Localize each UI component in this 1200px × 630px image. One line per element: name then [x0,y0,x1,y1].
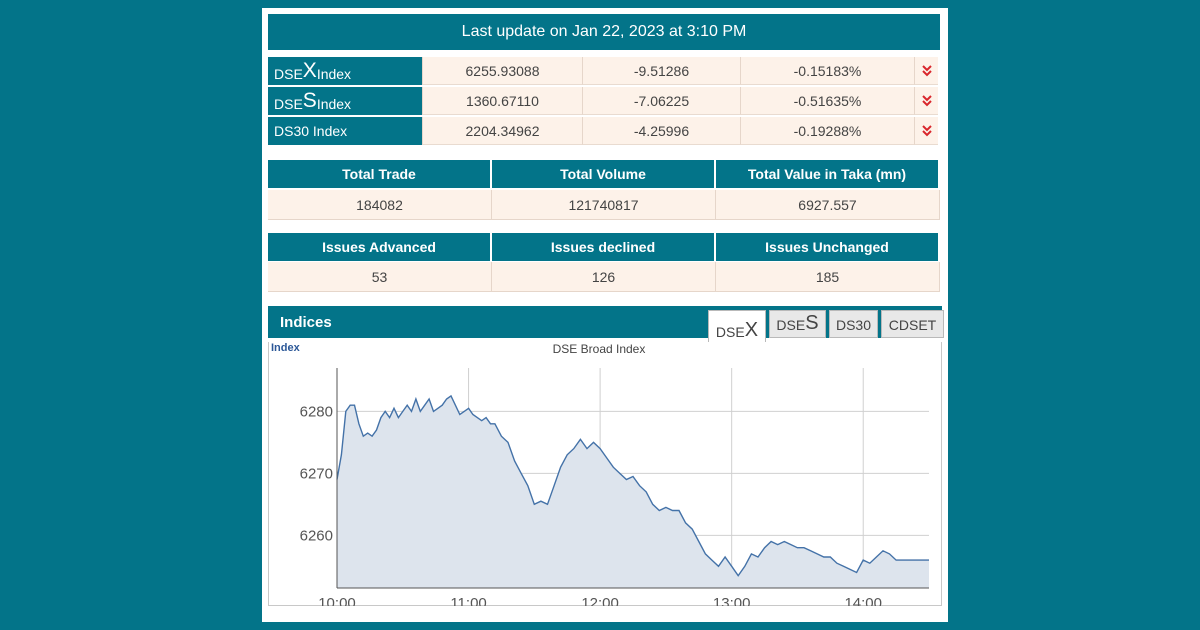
issues-stats-values: 53 126 185 [268,262,940,292]
total-volume-header: Total Volume [492,160,716,188]
index-name[interactable]: DS30 Index [268,117,422,145]
index-name[interactable]: DSE S Index [268,87,422,115]
x-tick-label: 12:00 [581,595,619,606]
series-area [337,395,929,588]
tab-dses[interactable]: DSE S [769,310,826,338]
series-line [336,394,929,577]
x-tick-label: 11:00 [450,595,486,606]
issues-advanced-header: Issues Advanced [268,233,492,261]
y-tick-label: 6280 [300,403,333,420]
indices-title: Indices [280,314,332,331]
x-tick-label: 13:00 [713,595,751,606]
issues-declined-header: Issues declined [492,233,716,261]
index-name[interactable]: DSE X Index [268,57,422,85]
index-change: -7.06225 [582,87,740,115]
index-line-chart: 6260 6270 6280 10:00 11:00 12:00 13:00 14:00 [300,368,929,606]
index-change-percent: -0.15183% [740,57,914,85]
total-value-header: Total Value in Taka (mn) [716,160,940,188]
index-change-percent: -0.19288% [740,117,914,145]
double-chevron-down-icon [914,87,938,115]
market-stats-values: 184082 121740817 6927.557 [268,190,940,220]
last-update-banner: Last update on Jan 22, 2023 at 3:10 PM [268,14,940,50]
index-change: -9.51286 [582,57,740,85]
index-chart: Index DSE Broad Index 6260 6270 6280 10:00 1… [268,342,942,606]
x-tick-label: 10:00 [318,595,356,606]
market-summary-panel: Last update on Jan 22, 2023 at 3:10 PM D… [262,8,948,622]
index-row-dsex[interactable]: DSE X Index 6255.93088 -9.51286 -0.15183% [268,57,938,85]
tab-ds30[interactable]: DS30 [829,310,878,338]
total-value-taka: 6927.557 [716,190,940,220]
tab-dsex[interactable]: DSE X [708,310,766,344]
index-value: 6255.93088 [422,57,582,85]
issues-advanced-value: 53 [268,262,492,292]
issues-unchanged-header: Issues Unchanged [716,233,940,261]
market-stats-header: Total Trade Total Volume Total Value in … [268,160,940,188]
total-volume-value: 121740817 [492,190,716,220]
double-chevron-down-icon [914,57,938,85]
index-row-ds30[interactable]: DS30 Index 2204.34962 -4.25996 -0.19288% [268,117,938,145]
chart-title: DSE Broad Index [552,342,646,356]
issues-declined-value: 126 [492,262,716,292]
index-change-percent: -0.51635% [740,87,914,115]
index-value: 1360.67110 [422,87,582,115]
total-trade-header: Total Trade [268,160,492,188]
y-tick-label: 6270 [300,465,333,482]
index-row-dses[interactable]: DSE S Index 1360.67110 -7.06225 -0.51635% [268,87,938,115]
y-tick-label: 6260 [300,527,333,544]
issues-unchanged-value: 185 [716,262,940,292]
double-chevron-down-icon [914,117,938,145]
index-value: 2204.34962 [422,117,582,145]
chart-y-axis-label: Index [271,342,300,354]
issues-stats-header: Issues Advanced Issues declined Issues U… [268,233,940,261]
last-update-text: Last update on Jan 22, 2023 at 3:10 PM [461,23,747,40]
tab-cdset[interactable]: CDSET [881,310,944,338]
indices-header-bar: Indices DSE X DSE S DS30 CDSET [268,306,944,344]
total-trade-value: 184082 [268,190,492,220]
index-change: -4.25996 [582,117,740,145]
x-tick-label: 14:00 [844,595,882,606]
